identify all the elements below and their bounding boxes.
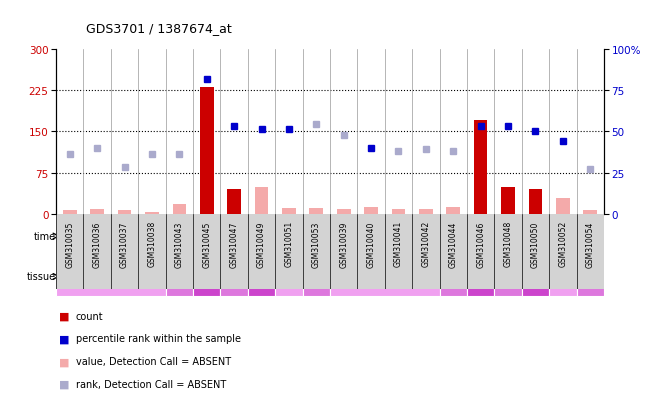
Bar [220, 257, 248, 297]
Bar [577, 257, 604, 297]
Text: GSM310037: GSM310037 [120, 221, 129, 267]
Bar [282, 208, 296, 215]
Bar [556, 198, 570, 215]
Text: cortex: cortex [226, 274, 243, 279]
Bar [172, 205, 186, 215]
Text: GSM310047: GSM310047 [230, 221, 239, 267]
Text: tissue: tissue [27, 272, 56, 282]
Bar [440, 257, 467, 297]
Bar [364, 207, 378, 215]
Bar [446, 207, 460, 215]
Bar [467, 257, 494, 297]
Bar [193, 257, 220, 297]
Text: retina: retina [446, 274, 461, 279]
Bar [166, 257, 193, 297]
Text: GSM310041: GSM310041 [394, 221, 403, 267]
Text: pineal gland: pineal gland [94, 274, 128, 279]
Bar [248, 257, 275, 297]
Text: GSM310054: GSM310054 [585, 221, 595, 267]
Text: hypothalamus: hypothalamus [242, 274, 281, 279]
Bar [200, 88, 214, 215]
Text: GSM310042: GSM310042 [421, 221, 430, 267]
Text: GSM310051: GSM310051 [284, 221, 294, 267]
Text: time: time [34, 231, 56, 242]
Text: GSM310044: GSM310044 [449, 221, 458, 267]
Bar [117, 211, 131, 215]
Bar [337, 210, 350, 215]
Bar [521, 257, 549, 297]
Text: GSM310049: GSM310049 [257, 221, 266, 267]
Text: GSM310043: GSM310043 [175, 221, 184, 267]
Text: ■: ■ [59, 379, 70, 389]
Text: GDS3701 / 1387674_at: GDS3701 / 1387674_at [86, 22, 232, 35]
Text: liver: liver [283, 274, 295, 279]
Text: GSM310052: GSM310052 [558, 221, 568, 267]
Text: ■: ■ [59, 311, 70, 321]
Text: rank, Detection Call = ABSENT: rank, Detection Call = ABSENT [76, 379, 226, 389]
Bar [529, 190, 543, 215]
Bar [549, 257, 577, 297]
Text: heart: heart [583, 274, 597, 279]
Bar [583, 210, 597, 215]
Bar [90, 210, 104, 215]
Text: cerebellum: cerebellum [465, 274, 496, 279]
Bar [494, 257, 521, 297]
Text: GSM310050: GSM310050 [531, 221, 540, 267]
Bar [501, 187, 515, 215]
Bar [227, 190, 241, 215]
Bar [63, 210, 77, 215]
Bar [419, 209, 433, 215]
Bar [330, 257, 440, 297]
Text: GSM310038: GSM310038 [147, 221, 156, 267]
Text: cerebellum: cerebellum [191, 274, 222, 279]
Text: GSM310035: GSM310035 [65, 221, 75, 267]
Text: pineal gland: pineal gland [368, 274, 402, 279]
Bar [145, 212, 159, 215]
Text: liver: liver [557, 274, 569, 279]
Text: cortex: cortex [500, 274, 517, 279]
Text: GSM310039: GSM310039 [339, 221, 348, 267]
Text: ■: ■ [59, 356, 70, 366]
Bar [255, 187, 269, 215]
Text: percentile rank within the sample: percentile rank within the sample [76, 334, 241, 344]
Text: GSM310040: GSM310040 [366, 221, 376, 267]
Bar [302, 257, 330, 297]
Bar [330, 221, 604, 252]
Text: mid-day (ZT9): mid-day (ZT9) [156, 231, 230, 242]
Bar [275, 257, 302, 297]
Text: retina: retina [172, 274, 187, 279]
Text: ■: ■ [59, 334, 70, 344]
Text: hypothalamus: hypothalamus [515, 274, 555, 279]
Text: GSM310046: GSM310046 [476, 221, 485, 267]
Text: GSM310045: GSM310045 [202, 221, 211, 267]
Bar [474, 121, 488, 215]
Text: heart: heart [309, 274, 323, 279]
Text: midnight (ZT19): midnight (ZT19) [424, 231, 510, 242]
Bar [56, 221, 330, 252]
Text: count: count [76, 311, 104, 321]
Text: GSM310036: GSM310036 [92, 221, 102, 267]
Bar [391, 209, 405, 215]
Text: GSM310048: GSM310048 [504, 221, 513, 267]
Bar [56, 257, 166, 297]
Bar [310, 208, 323, 215]
Text: value, Detection Call = ABSENT: value, Detection Call = ABSENT [76, 356, 231, 366]
Text: GSM310053: GSM310053 [312, 221, 321, 267]
